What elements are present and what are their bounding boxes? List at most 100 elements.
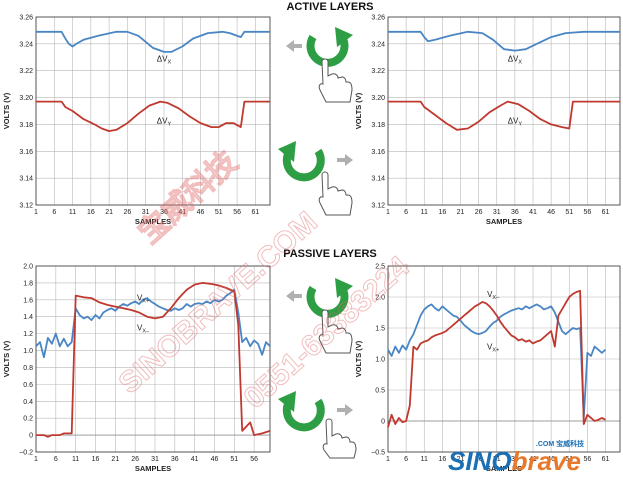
y-tick-label: 0 — [381, 419, 385, 426]
watermark: 宝威科技 SINOBRAVE.COM 0551-63383224 — [112, 144, 417, 416]
x-tick-label: 26 — [475, 456, 483, 463]
y-tick-label: 3.20 — [371, 95, 385, 102]
hand-pointer-icon — [318, 171, 353, 216]
series-line-red — [388, 100, 620, 131]
x-tick-label: 36 — [171, 456, 179, 463]
y-tick-label: 3.20 — [19, 95, 33, 102]
x-tick-label: 26 — [131, 456, 139, 463]
chart-active-right: 1 6 11 16 21 26 31 36 41 46 51 56 613.123.143.163.18… — [354, 15, 621, 226]
y-tick-label: 0.2 — [23, 416, 33, 423]
x-tick-label: 61 — [251, 209, 259, 216]
x-tick-label: 56 — [233, 209, 241, 216]
x-tick-label: 31 — [151, 456, 159, 463]
annotation-subscript: X — [167, 60, 171, 66]
y-tick-label: –0.5 — [371, 450, 385, 457]
x-tick-label: 51 — [565, 456, 573, 463]
y-tick-label: 3.18 — [371, 122, 385, 129]
y-tick-label: 3.26 — [19, 15, 33, 22]
x-tick-label: 6 — [404, 209, 408, 216]
x-tick-label: 56 — [583, 456, 591, 463]
y-tick-label: 1.2 — [23, 331, 33, 338]
x-tick-label: 21 — [457, 209, 465, 216]
x-tick-label: 56 — [583, 209, 591, 216]
series-line-blue — [388, 30, 620, 52]
x-tick-label: 1 — [34, 456, 38, 463]
brand-logo-small: .COM 宝威科技 — [536, 439, 585, 448]
x-tick-label: 31 — [142, 209, 150, 216]
series-line-red — [36, 100, 270, 132]
plot-frame — [35, 16, 271, 206]
annotation-label: ΔVX — [157, 55, 172, 66]
section-title-active: ACTIVE LAYERS — [286, 1, 373, 13]
x-tick-label: 56 — [250, 456, 258, 463]
x-tick-label: 41 — [178, 209, 186, 216]
brand-logo-accent: brave — [512, 446, 581, 476]
y-axis-label: VOLTS (V) — [2, 340, 11, 377]
chart-active-left: 1 6 11 16 21 26 31 36 41 46 51 56 613.123.143.163.18… — [2, 15, 271, 226]
x-tick-label: 16 — [92, 456, 100, 463]
x-tick-label: 31 — [493, 209, 501, 216]
y-tick-label: 3.12 — [371, 203, 385, 210]
y-tick-label: 3.24 — [371, 41, 385, 48]
rotate-arrow-icon — [278, 391, 325, 432]
brand-logo-text: SINObrave — [448, 446, 581, 476]
y-tick-label: 3.18 — [19, 122, 33, 129]
section-title-passive: PASSIVE LAYERS — [283, 248, 377, 260]
hand-pointer-icon — [318, 58, 353, 103]
y-tick-label: 3.14 — [19, 176, 33, 183]
plot-frame — [387, 16, 621, 206]
annotation-subscript: X — [518, 60, 522, 66]
series-line-red — [387, 289, 606, 428]
rotate-arrow-icon — [306, 27, 353, 67]
annotation-subscript: X– — [492, 295, 500, 301]
arrow-right-icon — [337, 404, 353, 416]
annotation-label: VX– — [487, 290, 500, 301]
x-tick-label: 16 — [438, 456, 446, 463]
x-tick-label: 21 — [105, 209, 113, 216]
y-tick-label: 3.14 — [371, 176, 385, 183]
y-tick-label: 1.8 — [23, 280, 33, 287]
brand-logo: .COM 宝威科技 SINObrave — [448, 439, 585, 476]
x-tick-label: 41 — [529, 456, 537, 463]
x-tick-label: 21 — [457, 456, 465, 463]
x-axis-label: SAMPLES — [486, 217, 522, 226]
x-tick-label: 26 — [124, 209, 132, 216]
hand-pointer-icon — [322, 418, 357, 459]
hand-pointer-icon — [318, 309, 353, 354]
x-axis-label: SAMPLES — [135, 217, 171, 226]
x-tick-label: 61 — [602, 456, 610, 463]
series-line-red — [36, 282, 271, 438]
plot-frame — [35, 265, 271, 453]
x-tick-label: 46 — [211, 456, 219, 463]
x-tick-label: 26 — [475, 209, 483, 216]
y-tick-label: 3.22 — [19, 68, 33, 75]
annotation-label: VX– — [137, 324, 150, 335]
annotation-label: ΔVY — [157, 116, 172, 127]
y-tick-label: 2.0 — [375, 295, 385, 302]
arrow-right-icon — [337, 154, 353, 166]
y-tick-label: 3.22 — [371, 68, 385, 75]
annotation-label: ΔVY — [508, 116, 523, 127]
y-tick-label: 2.5 — [375, 264, 385, 271]
x-tick-label: 51 — [230, 456, 238, 463]
x-tick-label: 61 — [602, 209, 610, 216]
series-line-blue — [36, 30, 270, 53]
y-tick-label: 0.6 — [23, 382, 33, 389]
y-tick-label: 3.16 — [371, 149, 385, 156]
x-tick-label: 6 — [54, 456, 58, 463]
chart-passive-left: 1 6 11 16 21 26 31 36 41 46 51 56–0.200.20.40.60.81… — [2, 264, 271, 473]
watermark-text-cn: 宝威科技 — [132, 145, 244, 251]
y-tick-label: 0.4 — [23, 399, 33, 406]
x-tick-label: 51 — [215, 209, 223, 216]
y-tick-label: 1.0 — [375, 357, 385, 364]
annotation-subscript: Y — [167, 121, 171, 127]
y-tick-label: 0 — [29, 433, 33, 440]
y-tick-label: 1.4 — [23, 314, 33, 321]
y-tick-label: 3.26 — [371, 15, 385, 22]
x-tick-label: 46 — [547, 456, 555, 463]
y-tick-label: 0.8 — [23, 365, 33, 372]
y-tick-label: 1.5 — [375, 326, 385, 333]
y-axis-label: VOLTS (V) — [2, 92, 11, 129]
